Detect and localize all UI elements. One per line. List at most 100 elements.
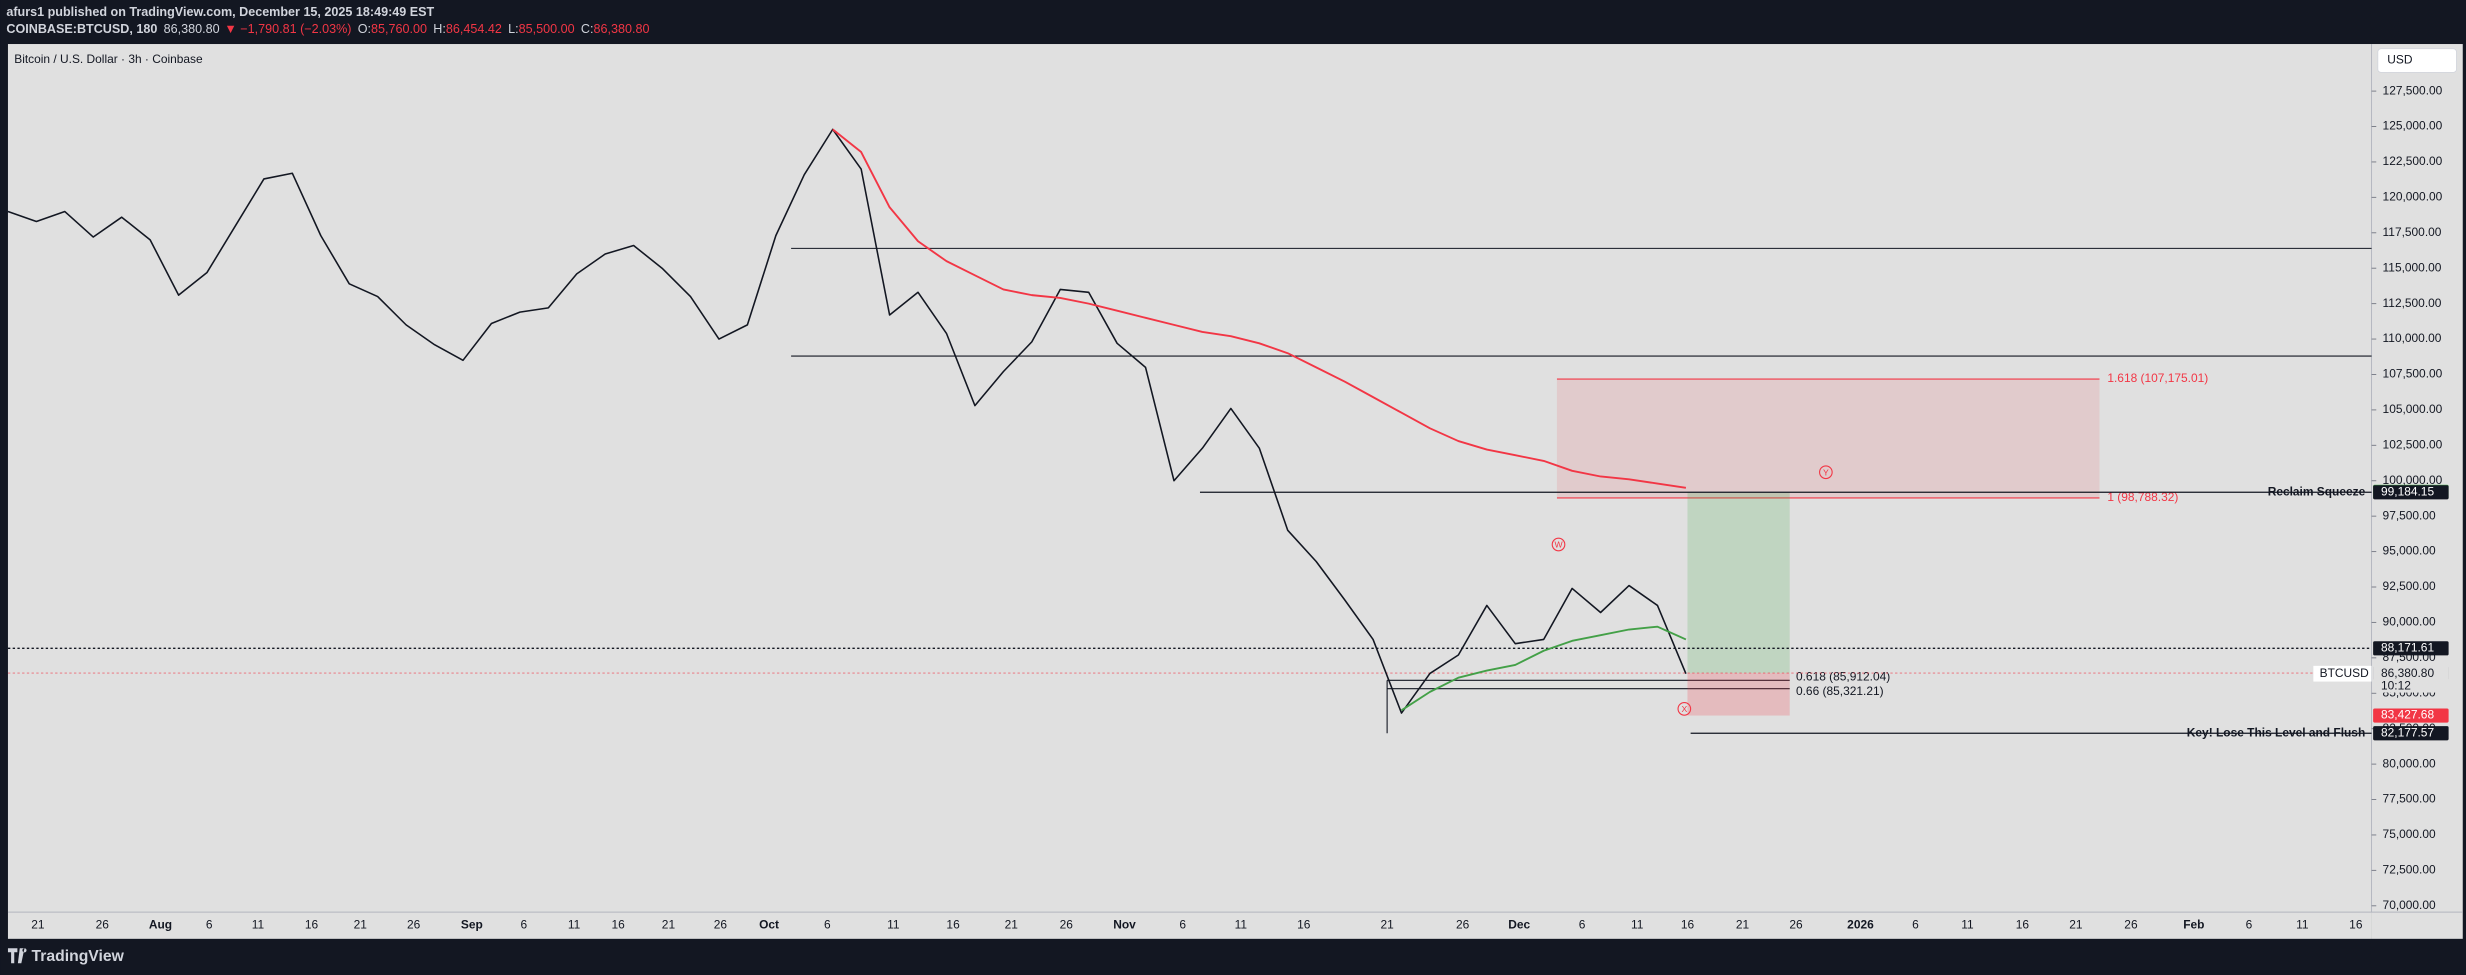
x-tick-label: 26 xyxy=(2124,918,2138,932)
x-tick-label: Sep xyxy=(461,918,483,932)
annotation-label: Key! Lose This Level and Flush xyxy=(2187,725,2365,739)
x-tick-label: 16 xyxy=(1297,918,1311,932)
indicator-line xyxy=(832,128,1687,489)
x-tick-label: 21 xyxy=(1380,918,1394,932)
x-tick-label: 6 xyxy=(1179,918,1186,932)
brand: TradingView xyxy=(32,948,125,965)
wave-marker xyxy=(1819,465,1833,480)
x-tick-label: 6 xyxy=(206,918,213,932)
price-badge-label: 82,177.57 xyxy=(2381,725,2434,739)
logo-mark xyxy=(7,948,27,964)
x-tick-label: 11 xyxy=(1235,918,1248,932)
y-tick-label: 80,000.00 xyxy=(2383,756,2436,770)
y-tick-label: 95,000.00 xyxy=(2383,544,2436,558)
x-tick-label: 6 xyxy=(1579,918,1586,932)
price-badge xyxy=(2373,726,2449,741)
price-badge-label: 88,171.61 xyxy=(2381,640,2434,654)
fib-label: 0.66 (85,321.21) xyxy=(1796,684,1884,698)
fib-label: 0.618 (85,912.04) xyxy=(1796,669,1890,683)
publish-info: afurs1 published on TradingView.com, Dec… xyxy=(6,5,434,19)
y-tick-label: 112,500.00 xyxy=(2383,296,2442,310)
y-tick-label: 122,500.00 xyxy=(2383,154,2443,168)
position-loss xyxy=(1687,673,1790,716)
y-tick-label: 125,000.00 xyxy=(2383,119,2443,133)
position-profit xyxy=(1687,491,1790,674)
chart-title: Bitcoin / U.S. Dollar · 3h · Coinbase xyxy=(14,52,203,66)
x-tick-label: 21 xyxy=(662,918,676,932)
x-tick-label: 26 xyxy=(1060,918,1074,932)
x-tick-label: 26 xyxy=(96,918,110,932)
symbol: COINBASE:BTCUSD, 180 xyxy=(6,22,157,36)
x-tick-label: 26 xyxy=(1789,918,1803,932)
x-tick-label: 16 xyxy=(2016,918,2030,932)
last-price-label: 86,380.80 xyxy=(2381,666,2434,680)
c-label: C: xyxy=(581,22,594,36)
y-tick-label: 72,500.00 xyxy=(2383,863,2436,877)
ohlc-line: COINBASE:BTCUSD, 180 86,380.80 ▼ −1,790.81… xyxy=(6,22,649,36)
y-tick-label: 110,000.00 xyxy=(2383,331,2442,345)
wave-label: W xyxy=(1554,540,1563,550)
x-tick-label: 6 xyxy=(520,918,527,932)
y-tick-label: 100,000.00 xyxy=(2383,473,2443,487)
x-tick-label: Dec xyxy=(1508,918,1530,932)
x-tick-label: 26 xyxy=(407,918,421,932)
change: ▼ −1,790.81 (−2.03%) xyxy=(224,22,351,36)
x-tick-label: 11 xyxy=(1961,918,1974,932)
x-tick-label: 6 xyxy=(1912,918,1919,932)
x-tick-label: 11 xyxy=(252,918,265,932)
y-tick-label: 127,500.00 xyxy=(2383,83,2443,97)
y-tick-label: 117,500.00 xyxy=(2383,225,2442,239)
l-label: L: xyxy=(508,22,518,36)
last: 86,380.80 xyxy=(164,22,220,36)
price-badge xyxy=(2373,485,2449,500)
symbol-tag-label: BTCUSD xyxy=(2320,666,2369,680)
wave-label: Y xyxy=(1823,467,1829,477)
countdown: 10:12 xyxy=(2381,678,2411,692)
x-tick-label: 2026 xyxy=(1847,918,1874,932)
x-tick-label: 11 xyxy=(568,918,581,932)
x-tick-label: 26 xyxy=(714,918,728,932)
x-tick-label: 16 xyxy=(611,918,625,932)
y-tick-label: 92,500.00 xyxy=(2383,579,2436,593)
footer-logo: TradingView xyxy=(7,948,125,965)
y-tick-label: 75,000.00 xyxy=(2383,827,2436,841)
x-tick-label: 21 xyxy=(354,918,368,932)
l-value: 85,500.00 xyxy=(519,22,575,36)
x-tick-label: 21 xyxy=(2069,918,2083,932)
y-tick-label: 97,500.00 xyxy=(2383,508,2436,522)
x-tick-label: 21 xyxy=(1005,918,1019,932)
last-price-badge xyxy=(2373,665,2449,693)
x-tick-label: 11 xyxy=(1631,918,1644,932)
y-tick-label: 107,500.00 xyxy=(2383,367,2443,381)
h-label: H: xyxy=(433,22,446,36)
chart-layer: 70,000.00 72,500.00 75,000.00 77,500.00 80,0… xyxy=(7,83,2449,932)
wave-marker xyxy=(1677,702,1692,716)
x-tick-label: Nov xyxy=(1113,918,1136,932)
y-tick-label: 115,000.00 xyxy=(2383,260,2442,274)
x-tick-label: 6 xyxy=(824,918,831,932)
x-tick-label: 21 xyxy=(31,918,45,932)
y-tick-label: 102,500.00 xyxy=(2383,437,2443,451)
currency-label[interactable]: USD xyxy=(2387,53,2413,67)
c-value: 86,380.80 xyxy=(594,22,650,36)
x-tick-label: 6 xyxy=(2246,918,2253,932)
price-badge xyxy=(2373,641,2449,656)
x-tick-label: Oct xyxy=(759,918,779,932)
x-tick-label: 16 xyxy=(1681,918,1695,932)
currency-button[interactable] xyxy=(2377,48,2457,73)
y-tick-label: 70,000.00 xyxy=(2383,898,2436,912)
wave-label: X xyxy=(1681,704,1687,714)
h-value: 86,454.42 xyxy=(446,22,502,36)
x-tick-label: 16 xyxy=(946,918,960,932)
o-label: O: xyxy=(358,22,371,36)
y-tick-label: 120,000.00 xyxy=(2383,190,2443,204)
price-badge-label: 83,427.68 xyxy=(2381,708,2434,722)
x-tick-label: Aug xyxy=(149,918,172,932)
plot-area xyxy=(7,44,2372,939)
x-tick-label: Feb xyxy=(2183,918,2204,932)
x-tick-label: 26 xyxy=(1456,918,1470,932)
x-tick-label: 11 xyxy=(2296,918,2309,932)
x-tick-label: 16 xyxy=(2349,918,2363,932)
